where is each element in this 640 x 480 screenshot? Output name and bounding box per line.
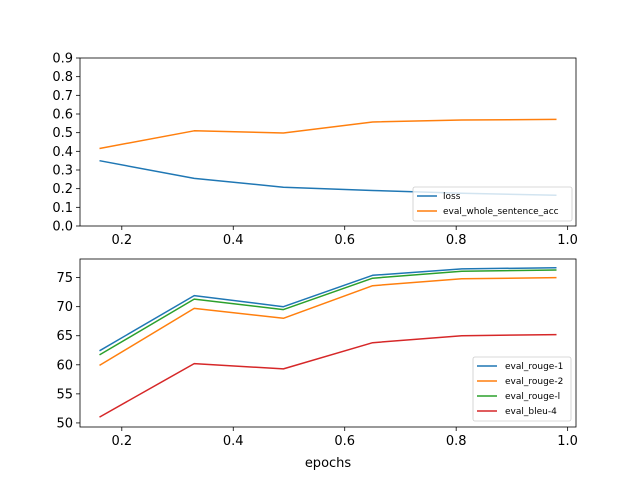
legend-label-eval-whole-sentence-acc: eval_whole_sentence_acc: [443, 207, 559, 217]
bottom-x-ticks: 0.2 0.4 0.6 0.8 1.0: [111, 427, 578, 449]
top-y-tick-label: 0.3: [52, 164, 73, 179]
legend-label-loss: loss: [443, 192, 461, 202]
bottom-legend: eval_rouge-1 eval_rouge-2 eval_rouge-l e…: [472, 356, 572, 422]
bottom-x-tick-label: 0.8: [446, 434, 467, 449]
legend-label-eval-rouge-2: eval_rouge-2: [505, 377, 563, 387]
bottom-x-tick-label: 0.4: [223, 434, 244, 449]
top-x-tick-label: 0.8: [446, 233, 467, 248]
top-x-tick-label: 0.4: [223, 233, 244, 248]
bottom-y-tick-label: 60: [56, 358, 73, 373]
top-y-tick-label: 0.1: [52, 201, 73, 216]
top-x-ticks: 0.2 0.4 0.6 0.8 1.0: [111, 226, 578, 248]
legend-label-eval-rouge-l: eval_rouge-l: [505, 392, 560, 402]
top-x-tick-label: 1.0: [557, 233, 578, 248]
series-line-eval-rouge-1: [99, 266, 557, 352]
series-line-eval-rouge-l: [99, 269, 557, 356]
series-line-eval-bleu-4: [99, 333, 557, 418]
bottom-x-tick-label: 0.2: [111, 434, 132, 449]
series-line-eval-whole-sentence-acc: [99, 118, 557, 150]
bottom-legend-box: [472, 356, 572, 422]
series-line-eval-rouge-2: [99, 276, 557, 367]
bottom-y-tick-label: 50: [56, 416, 73, 431]
top-y-tick-label: 0.9: [52, 52, 73, 67]
top-x-tick-label: 0.6: [334, 233, 355, 248]
bottom-plot-lines: [99, 266, 557, 418]
top-y-ticks: 0.0 0.1 0.2 0.3 0.4 0.5 0.6 0.7 0.8 0.9: [52, 52, 80, 235]
bottom-y-ticks: 50 55 60 65 70 75: [56, 271, 80, 431]
top-y-tick-label: 0.5: [52, 126, 73, 141]
bottom-y-tick-label: 70: [56, 300, 73, 315]
bottom-x-tick-label: 1.0: [557, 434, 578, 449]
top-y-tick-label: 0.0: [52, 220, 73, 235]
top-y-tick-label: 0.7: [52, 89, 73, 104]
top-y-tick-label: 0.8: [52, 70, 73, 85]
top-legend: loss eval_whole_sentence_acc: [412, 186, 573, 222]
bottom-x-axis-label: epochs: [305, 456, 352, 471]
top-x-tick-label: 0.2: [111, 233, 132, 248]
top-chart: 0.2 0.4 0.6 0.8 1.0 0.0 0.1 0.2 0.3 0.4 0.5 0.6 0.7…: [52, 52, 578, 249]
top-legend-box: [412, 186, 573, 222]
bottom-y-tick-label: 75: [56, 271, 73, 286]
top-axes-frame: [79, 57, 577, 227]
bottom-y-tick-label: 65: [56, 329, 73, 344]
bottom-chart: 0.2 0.4 0.6 0.8 1.0 50 55 60 65 70 75 epochs eval…: [56, 258, 578, 471]
top-y-tick-label: 0.6: [52, 108, 73, 123]
bottom-axes-frame: [79, 258, 577, 428]
legend-label-eval-rouge-1: eval_rouge-1: [505, 362, 563, 372]
bottom-y-tick-label: 55: [56, 387, 73, 402]
top-y-tick-label: 0.2: [52, 182, 73, 197]
top-y-tick-label: 0.4: [52, 145, 73, 160]
legend-label-eval-bleu-4: eval_bleu-4: [505, 407, 557, 417]
bottom-x-tick-label: 0.6: [334, 434, 355, 449]
